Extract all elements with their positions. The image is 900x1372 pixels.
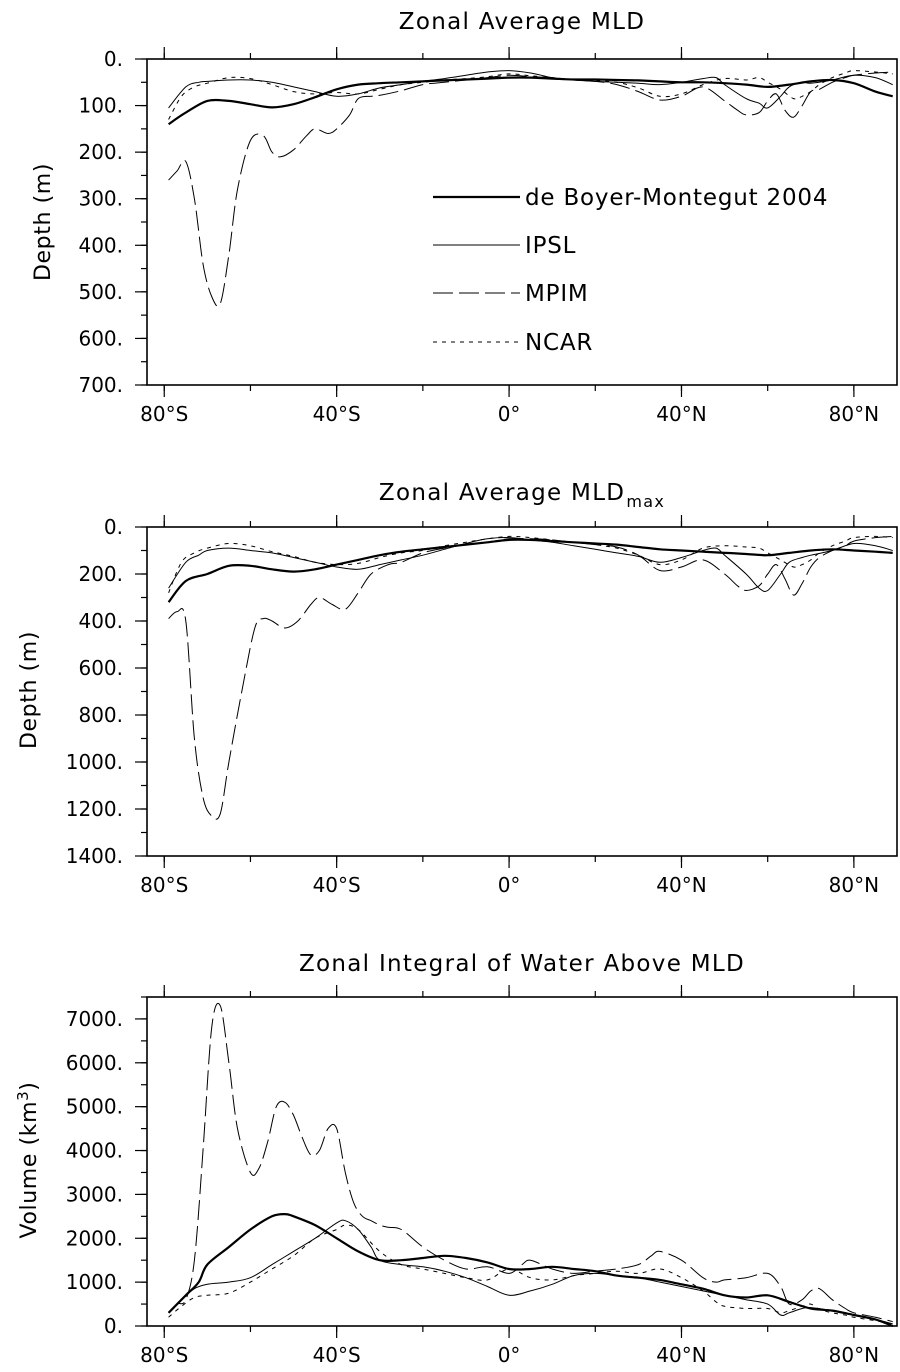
y-tick-label: 200. [78, 562, 123, 586]
y-tick-label: 600. [78, 326, 123, 350]
x-tick-label: 80°S [140, 873, 188, 897]
x-tick-label: 40°S [313, 1343, 361, 1367]
series-line-ncar [168, 535, 893, 593]
x-tick-label: 40°S [313, 402, 361, 426]
y-tick-label: 0. [104, 1314, 123, 1338]
panel-mld-max: Zonal Average MLDmax Depth (m) 80°S 40°S 0… [17, 480, 898, 897]
y-tick-label: 700. [78, 373, 123, 397]
x-tick-label: 0° [498, 1343, 521, 1367]
y-tick-label: 600. [78, 656, 123, 680]
x-tick-label: 0° [498, 873, 521, 897]
panel-1-title: Zonal Average MLD [399, 9, 645, 35]
y-tick-label: 7000. [66, 1007, 123, 1031]
legend-label-ncar: NCAR [525, 330, 593, 356]
y-tick-label: 500. [78, 280, 123, 304]
x-tick-label: 80°S [140, 402, 188, 426]
y-tick-label: 400. [78, 609, 123, 633]
legend-label-ipsl: IPSL [525, 233, 576, 259]
y-tick-label: 800. [78, 703, 123, 727]
panel-2-y-axis-label: Depth (m) [17, 631, 42, 749]
y-tick-label: 1200. [66, 797, 123, 821]
x-tick-label: 80°N [829, 873, 879, 897]
series-line-de-boyer-montegut [167, 1212, 894, 1328]
x-tick-label: 40°S [313, 873, 361, 897]
panel-3-title: Zonal Integral of Water Above MLD [299, 951, 745, 977]
y-tick-label: 2000. [66, 1226, 123, 1250]
panel-3-y-axis-label: Volume (km3) [14, 1082, 42, 1239]
series-line-ipsl [168, 1219, 893, 1325]
series-line-ncar [168, 1224, 893, 1325]
y-tick-label: 3000. [66, 1182, 123, 1206]
plot-frame [146, 526, 898, 857]
x-tick-label: 40°N [656, 1343, 706, 1367]
series-line-de-boyer-montegut [167, 76, 893, 126]
legend: de Boyer-Montegut 2004 IPSL MPIM NCAR [433, 185, 828, 356]
panel-1-axes: 80°S 40°S 0° 40°N 80°N 0. 100. 200. 300. 400. 500.… [78, 47, 898, 426]
y-tick-label: 1400. [66, 844, 123, 868]
panel-2-axes: 80°S 40°S 0° 40°N 80°N 0. 200. 400. 600. 800. 1000… [66, 515, 898, 897]
panel-volume: Zonal Integral of Water Above MLD Volume… [14, 951, 898, 1367]
y-tick-label: 4000. [66, 1139, 123, 1163]
plot-frame [146, 996, 898, 1327]
series-line-mpim [168, 1002, 893, 1323]
legend-label-mpim: MPIM [525, 281, 589, 307]
x-tick-label: 80°N [829, 402, 879, 426]
y-tick-label: 5000. [66, 1095, 123, 1119]
panel-2-lines [167, 535, 893, 820]
y-tick-label: 400. [78, 233, 123, 257]
panel-3-lines [167, 1002, 894, 1328]
y-tick-label: 200. [78, 140, 123, 164]
series-line-ipsl [168, 70, 893, 109]
series-line-de-boyer-montegut [167, 538, 893, 603]
series-line-mpim [168, 71, 893, 307]
y-tick-label: 0. [104, 515, 123, 539]
panel-1-lines [167, 70, 893, 307]
x-tick-label: 40°N [656, 402, 706, 426]
series-line-ipsl [168, 537, 893, 592]
panel-1-y-axis-label: Depth (m) [31, 163, 56, 281]
y-tick-label: 0. [104, 47, 123, 71]
x-tick-label: 0° [498, 402, 521, 426]
series-line-mpim [168, 535, 893, 820]
y-tick-label: 1000. [66, 750, 123, 774]
y-tick-label: 300. [78, 187, 123, 211]
panel-mld: Zonal Average MLD Depth (m) 80°S 40°S 0° 40… [31, 9, 898, 426]
legend-label-de-boyer-montegut: de Boyer-Montegut 2004 [525, 185, 828, 211]
y-tick-label: 6000. [66, 1051, 123, 1075]
y-tick-label: 1000. [66, 1270, 123, 1294]
panel-2-title: Zonal Average MLDmax [379, 480, 665, 511]
panel-3-axes: 80°S 40°S 0° 40°N 80°N 0. 1000. 2000. 3000. 4000.… [66, 985, 898, 1367]
plot-frame [146, 58, 898, 386]
x-tick-label: 80°S [140, 1343, 188, 1367]
x-tick-label: 80°N [829, 1343, 879, 1367]
series-line-ncar [168, 70, 893, 120]
x-tick-label: 40°N [656, 873, 706, 897]
y-tick-label: 100. [78, 94, 123, 118]
